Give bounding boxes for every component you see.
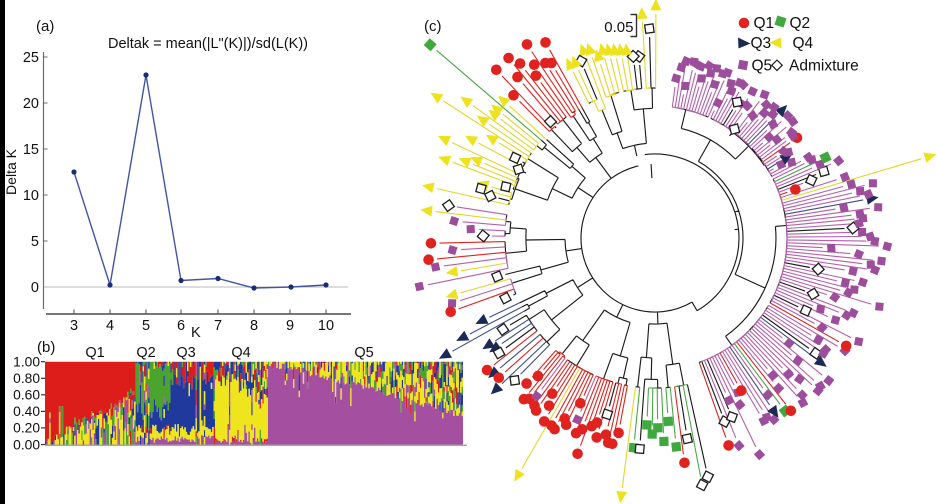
svg-text:0.60: 0.60	[13, 388, 40, 403]
svg-text:0.20: 0.20	[13, 421, 40, 436]
svg-text:1.00: 1.00	[13, 355, 40, 370]
svg-text:Q4: Q4	[793, 35, 814, 52]
svg-text:Q5: Q5	[752, 58, 773, 75]
svg-text:10: 10	[318, 318, 334, 334]
svg-text:Deltak = mean(|L"(K)|)/sd(L(K): Deltak = mean(|L"(K)|)/sd(L(K))	[108, 36, 308, 52]
svg-text:9: 9	[286, 318, 294, 334]
svg-text:25: 25	[23, 50, 39, 66]
svg-text:6: 6	[177, 318, 185, 334]
svg-text:Delta K: Delta K	[3, 148, 19, 195]
svg-text:K: K	[191, 325, 201, 341]
svg-text:Q4: Q4	[231, 345, 250, 361]
svg-text:4: 4	[106, 318, 114, 334]
svg-text:Q3: Q3	[176, 345, 195, 361]
svg-text:5: 5	[31, 234, 39, 250]
svg-text:8: 8	[250, 318, 258, 334]
svg-text:(c): (c)	[424, 18, 442, 35]
svg-text:Q2: Q2	[790, 15, 811, 32]
svg-text:3: 3	[70, 318, 78, 334]
svg-text:Q1: Q1	[754, 15, 775, 32]
svg-text:0.00: 0.00	[13, 437, 40, 452]
svg-text:0.80: 0.80	[13, 371, 40, 386]
svg-text:7: 7	[214, 318, 222, 334]
svg-text:(a): (a)	[36, 18, 54, 35]
svg-text:10: 10	[23, 188, 39, 204]
svg-text:Admixture: Admixture	[789, 58, 859, 75]
svg-text:15: 15	[23, 142, 39, 158]
svg-text:Q2: Q2	[136, 345, 155, 361]
svg-text:Q3: Q3	[751, 35, 772, 52]
svg-text:0: 0	[31, 280, 39, 296]
svg-text:5: 5	[142, 318, 150, 334]
svg-text:0.40: 0.40	[13, 404, 40, 419]
svg-text:(b): (b)	[37, 339, 55, 356]
svg-text:Q1: Q1	[85, 345, 104, 361]
svg-text:0.05: 0.05	[604, 19, 633, 36]
svg-text:20: 20	[23, 96, 39, 112]
svg-text:Q5: Q5	[354, 345, 373, 361]
